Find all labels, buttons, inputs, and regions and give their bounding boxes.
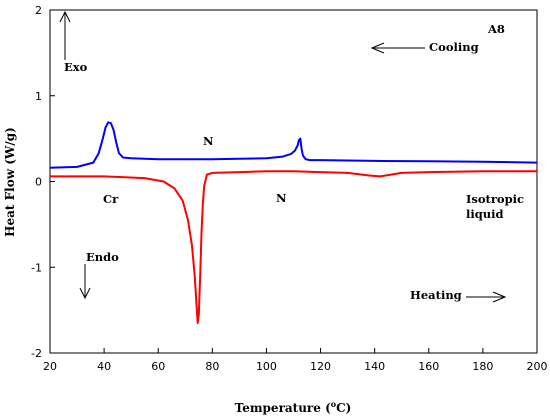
crystal-label: Cr	[103, 192, 119, 206]
exo-arrow-icon	[59, 10, 71, 60]
exo-label: Exo	[64, 60, 88, 74]
x-tick-label: 60	[151, 360, 165, 373]
y-axis-title: Heat Flow (W/g)	[3, 127, 17, 237]
sample-label: A8	[487, 22, 505, 36]
isotropic-label-line1: Isotropic	[466, 192, 524, 206]
y-tick-label: -1	[31, 261, 42, 274]
x-tick-label: 100	[256, 360, 277, 373]
x-tick-label: 20	[43, 360, 57, 373]
y-tick-label: 0	[35, 176, 42, 189]
cooling-label: Cooling	[429, 40, 479, 54]
cooling-curve	[49, 121, 538, 169]
nematic-heating-label: N	[276, 191, 287, 205]
isotropic-label-line2: liquid	[466, 207, 504, 221]
y-tick-label: 2	[35, 4, 42, 17]
x-tick-label: 160	[418, 360, 439, 373]
x-tick-label: 40	[97, 360, 111, 373]
x-tick-label: 200	[527, 360, 548, 373]
plot-border	[49, 9, 538, 354]
axis-ticks: 20 40 60 80 100 120 140 160 180 200 -2 -1 0 1 2	[31, 4, 547, 373]
nematic-cooling-label: N	[203, 134, 214, 148]
endo-arrow-icon	[79, 264, 91, 300]
y-tick-label: -2	[31, 347, 42, 360]
heating-arrow-icon	[466, 291, 507, 303]
y-tick-label: 1	[35, 90, 42, 103]
series-layer	[49, 121, 538, 324]
heating-curve	[50, 170, 537, 324]
x-tick-label: 80	[205, 360, 219, 373]
plot-area	[49, 9, 538, 354]
endo-label: Endo	[86, 250, 119, 264]
x-tick-label: 180	[472, 360, 493, 373]
x-axis-title: Temperature (oC)	[235, 399, 352, 415]
x-tick-label: 140	[364, 360, 385, 373]
x-tick-label: 120	[310, 360, 331, 373]
heating-label: Heating	[410, 288, 462, 302]
cooling-arrow-icon	[370, 42, 425, 54]
